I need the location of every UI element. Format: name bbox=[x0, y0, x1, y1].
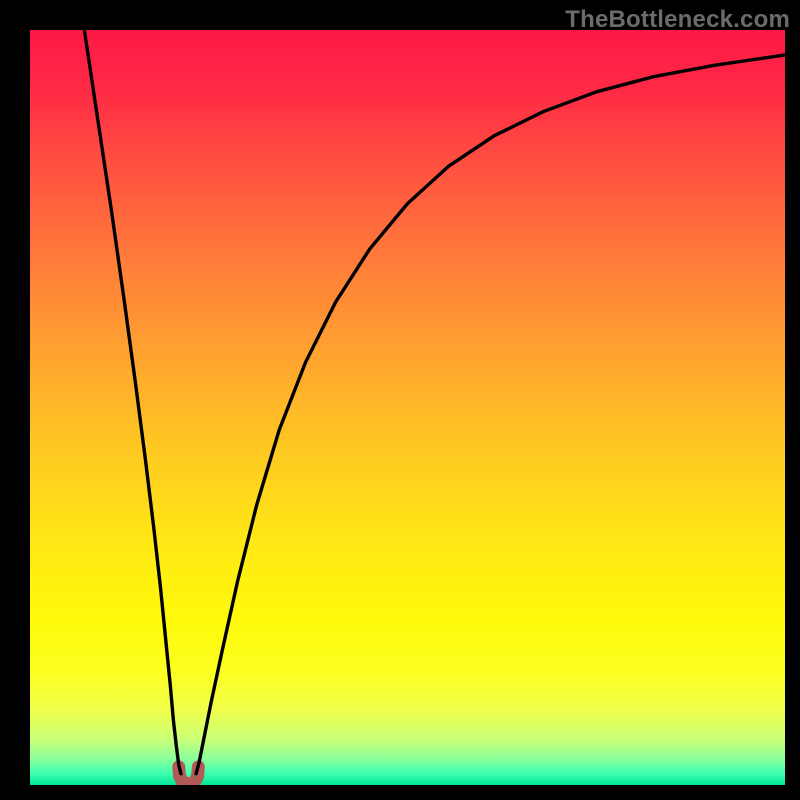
plot-area bbox=[30, 30, 785, 785]
curve-left-branch bbox=[84, 30, 181, 774]
curve-right-branch bbox=[196, 55, 785, 774]
figure-frame: TheBottleneck.com bbox=[0, 0, 800, 800]
watermark-text: TheBottleneck.com bbox=[565, 6, 790, 34]
bottleneck-curve bbox=[30, 30, 785, 785]
